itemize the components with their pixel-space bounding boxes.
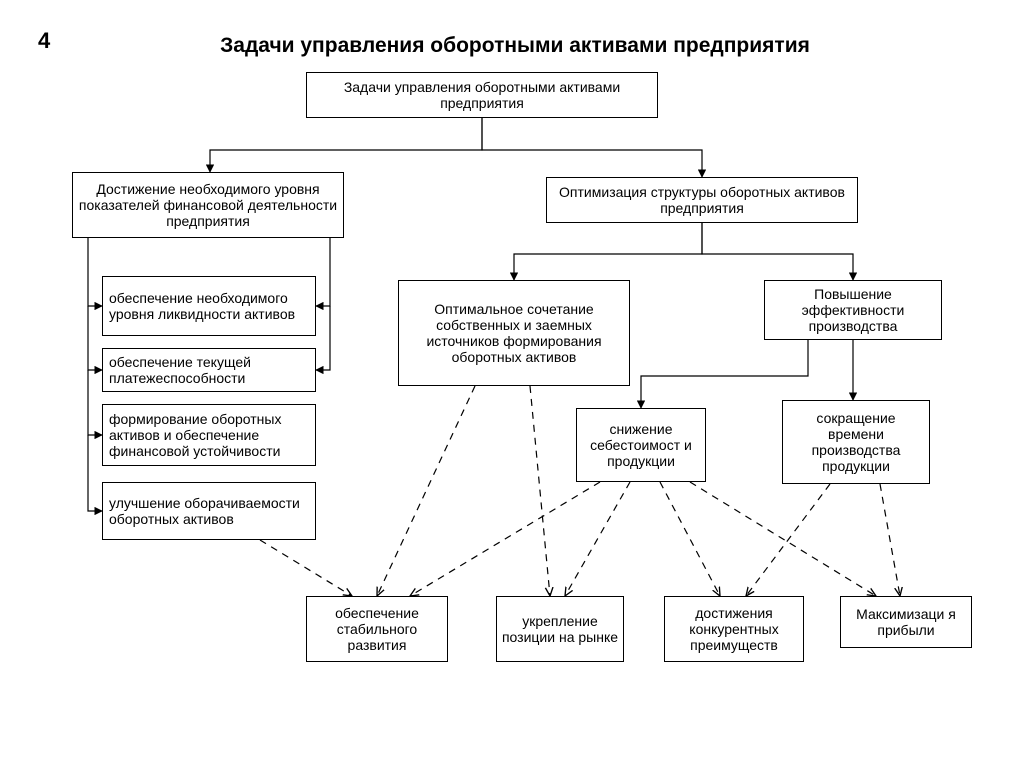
node-r1: Оптимальное сочетание собственных и заем…	[398, 280, 630, 386]
edge-r21-b2	[565, 482, 630, 596]
node-b4: Максимизаци я прибыли	[840, 596, 972, 648]
node-label: обеспечение необходимого уровня ликвидно…	[109, 290, 309, 322]
edge-r21-b3	[660, 482, 720, 596]
edge-left-l1b	[316, 238, 330, 306]
edge-r22-b3	[746, 484, 830, 596]
edge-root-right	[482, 118, 702, 177]
node-r22: сокращение времени производства продукци…	[782, 400, 930, 484]
node-b3: достижения конкурентных преимуществ	[664, 596, 804, 662]
edge-root-left	[210, 118, 482, 172]
node-label: Оптимизация структуры оборотных активов …	[551, 184, 853, 216]
node-l3: формирование оборотных активов и обеспеч…	[102, 404, 316, 466]
node-left: Достижение необходимого уровня показател…	[72, 172, 344, 238]
node-r21: снижение себестоимост и продукции	[576, 408, 706, 482]
node-label: Задачи управления оборотными активами пр…	[311, 79, 653, 111]
node-label: достижения конкурентных преимуществ	[669, 605, 799, 653]
edge-r22-b4	[880, 484, 900, 596]
diagram-title: Задачи управления оборотными активами пр…	[165, 34, 865, 58]
node-b2: укрепление позиции на рынке	[496, 596, 624, 662]
page-number: 4	[38, 28, 50, 54]
edge-left-l2b	[316, 306, 330, 370]
node-right: Оптимизация структуры оборотных активов …	[546, 177, 858, 223]
node-b1: обеспечение стабильного развития	[306, 596, 448, 662]
node-l1: обеспечение необходимого уровня ликвидно…	[102, 276, 316, 336]
edge-right-r2	[702, 223, 853, 280]
node-root: Задачи управления оборотными активами пр…	[306, 72, 658, 118]
edge-right-r1	[514, 223, 702, 280]
node-l4: улучшение оборачиваемости оборотных акти…	[102, 482, 316, 540]
node-l2: обеспечение текущей платежеспособности	[102, 348, 316, 392]
node-label: Достижение необходимого уровня показател…	[77, 181, 339, 229]
edge-left-l3	[88, 370, 102, 435]
node-label: укрепление позиции на рынке	[501, 613, 619, 645]
edge-r1-b1	[377, 386, 475, 596]
node-label: Максимизаци я прибыли	[845, 606, 967, 638]
node-label: улучшение оборачиваемости оборотных акти…	[109, 495, 309, 527]
diagram-canvas: 4 Задачи управления оборотными активами …	[0, 0, 1024, 768]
node-r2: Повышение эффективности производства	[764, 280, 942, 340]
node-label: Повышение эффективности производства	[769, 286, 937, 334]
node-label: формирование оборотных активов и обеспеч…	[109, 411, 309, 459]
node-label: Оптимальное сочетание собственных и заем…	[403, 301, 625, 365]
node-label: сокращение времени производства продукци…	[787, 410, 925, 474]
edge-r2-r21	[641, 340, 808, 408]
node-label: снижение себестоимост и продукции	[581, 421, 701, 469]
node-label: обеспечение текущей платежеспособности	[109, 354, 309, 386]
edge-r1-b2	[530, 386, 550, 596]
edge-left-l4	[88, 435, 102, 511]
edge-left-l2	[88, 306, 102, 370]
edge-left-l1	[88, 238, 102, 306]
edge-r21-b4	[690, 482, 876, 596]
edge-r21-b1	[410, 482, 600, 596]
edge-l4-b1	[260, 540, 352, 596]
node-label: обеспечение стабильного развития	[311, 605, 443, 653]
